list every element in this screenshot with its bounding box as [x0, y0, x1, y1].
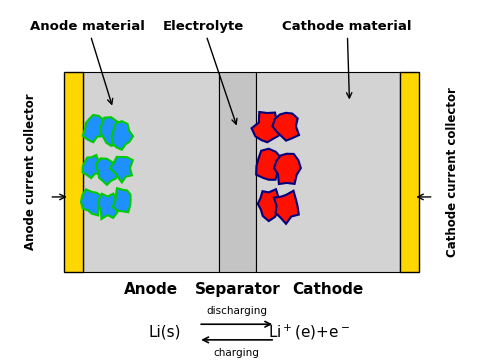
Text: Separator: Separator	[195, 282, 281, 297]
Text: Anode: Anode	[124, 282, 178, 297]
Polygon shape	[274, 191, 299, 224]
Polygon shape	[256, 149, 281, 180]
Text: Anode material: Anode material	[30, 20, 145, 104]
Polygon shape	[100, 117, 122, 146]
Polygon shape	[96, 158, 118, 185]
Text: Li(s): Li(s)	[148, 325, 181, 339]
Polygon shape	[110, 157, 133, 183]
Text: Cathode current collector: Cathode current collector	[446, 87, 459, 257]
Text: Electrolyte: Electrolyte	[162, 20, 244, 124]
Bar	[64, 72, 83, 271]
Text: charging: charging	[214, 348, 260, 358]
Polygon shape	[274, 154, 301, 184]
Bar	[219, 72, 256, 271]
Polygon shape	[272, 113, 299, 141]
Polygon shape	[113, 188, 131, 212]
Polygon shape	[83, 115, 104, 142]
Bar	[256, 72, 400, 271]
Text: Cathode material: Cathode material	[283, 20, 412, 98]
Polygon shape	[112, 121, 133, 150]
Text: Anode current collector: Anode current collector	[24, 94, 37, 250]
Bar	[83, 72, 219, 271]
Text: Li$^+$(e)+e$^-$: Li$^+$(e)+e$^-$	[268, 323, 350, 342]
Polygon shape	[81, 189, 101, 215]
Polygon shape	[252, 112, 283, 142]
Polygon shape	[258, 189, 279, 221]
Polygon shape	[83, 155, 100, 178]
Bar	[400, 72, 419, 271]
Polygon shape	[99, 194, 118, 219]
Text: Cathode: Cathode	[292, 282, 364, 297]
Text: discharging: discharging	[206, 306, 267, 316]
